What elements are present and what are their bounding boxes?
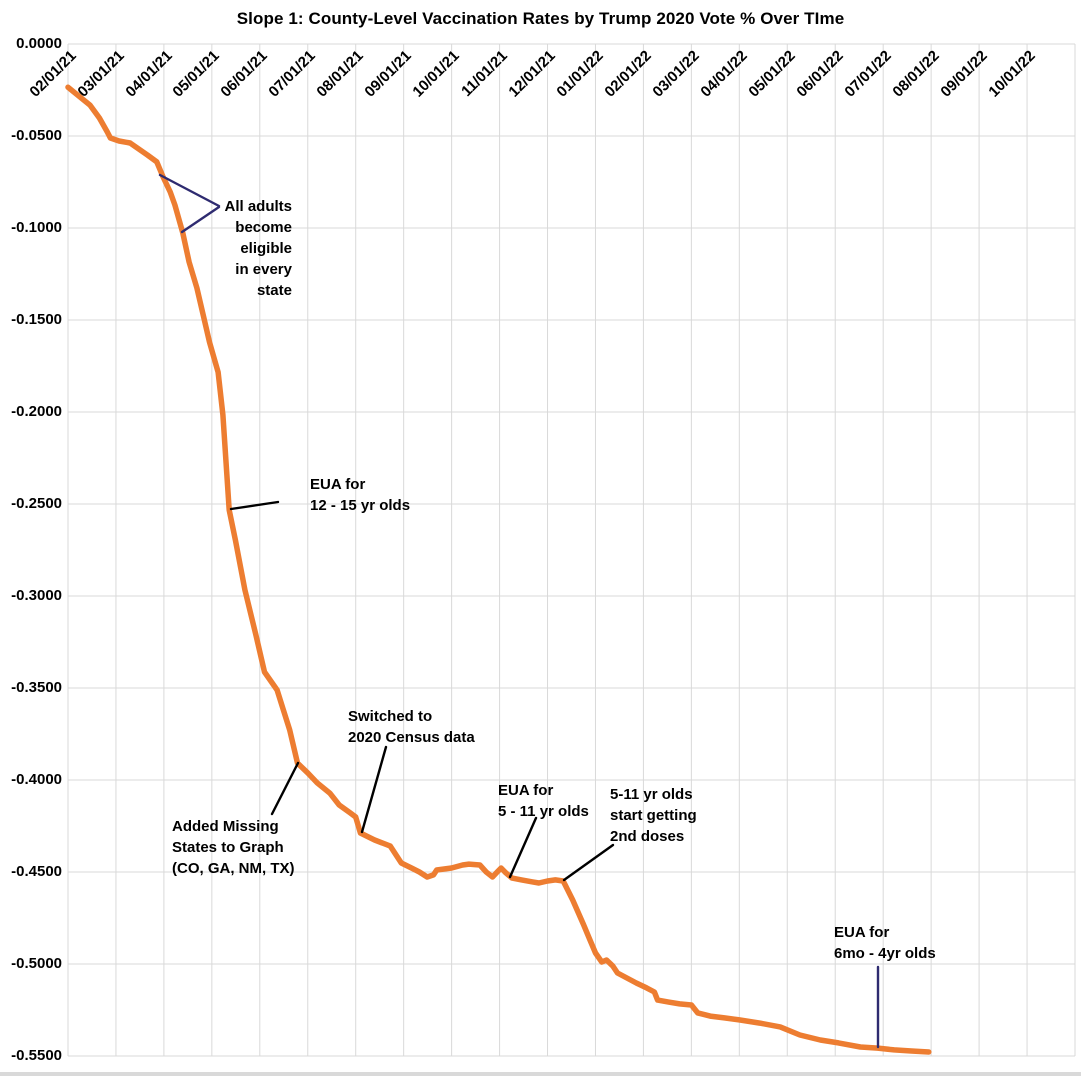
annotation-line: Added Missing: [172, 818, 279, 835]
annotation-connector-all-adults-eligible: [180, 205, 221, 234]
y-tick-label: -0.5000: [11, 955, 62, 972]
annotation-all-adults-eligible: All adults become eligible in every state: [224, 196, 292, 301]
annotation-switched-2020-census: Switched to 2020 Census data: [348, 706, 475, 748]
y-tick-label: -0.3500: [11, 679, 62, 696]
y-tick-label: -0.4500: [11, 863, 62, 880]
annotation-line: EUA for: [310, 476, 366, 493]
annotation-line: (CO, GA, NM, TX): [172, 860, 295, 877]
annotation-line: 6mo - 4yr olds: [834, 945, 936, 962]
annotation-5-11-second-doses: 5-11 yr olds start getting 2nd doses: [610, 784, 697, 847]
annotation-line: in every: [235, 261, 292, 278]
annotation-eua-5-11: EUA for 5 - 11 yr olds: [498, 780, 589, 822]
annotation-line: 12 - 15 yr olds: [310, 497, 411, 514]
data-line-series: [65, 84, 932, 1055]
y-tick-label: -0.3000: [11, 587, 62, 604]
y-tick-label: -0.4000: [11, 771, 62, 788]
annotation-line: become: [235, 219, 292, 236]
annotation-line: All adults: [224, 198, 292, 215]
chart-title: Slope 1: County-Level Vaccination Rates …: [236, 9, 845, 28]
annotation-connector-all-adults-eligible: [158, 173, 221, 208]
annotation-connector-switched-2020-census: [360, 745, 388, 834]
annotation-line: 5-11 yr olds: [610, 786, 693, 803]
annotation-line: EUA for: [834, 924, 890, 941]
annotation-line: start getting: [610, 807, 697, 824]
y-tick-label: -0.0500: [11, 127, 62, 144]
annotation-connector-5-11-second-doses: [562, 843, 615, 882]
y-tick-label: 0.0000: [16, 35, 62, 52]
y-tick-label: -0.2500: [11, 495, 62, 512]
annotation-line: Switched to: [348, 708, 433, 725]
annotation-connector-eua-5-11: [508, 816, 538, 879]
y-tick-label: -0.5500: [11, 1047, 62, 1064]
annotation-line: 2020 Census data: [348, 729, 475, 746]
annotation-line: States to Graph: [172, 839, 284, 856]
annotation-line: EUA for: [498, 782, 554, 799]
y-tick-label: -0.1000: [11, 219, 62, 236]
annotation-eua-6mo-4yr: EUA for 6mo - 4yr olds: [834, 922, 936, 964]
annotation-line: 2nd doses: [610, 828, 685, 845]
annotation-added-missing-states: Added Missing States to Graph (CO, GA, NM,…: [172, 816, 295, 879]
annotation-connector-added-missing-states: [270, 761, 300, 816]
annotation-line: eligible: [240, 240, 292, 257]
annotation-line: 5 - 11 yr olds: [498, 803, 589, 820]
y-tick-label: -0.2000: [11, 403, 62, 420]
y-tick-label: -0.1500: [11, 311, 62, 328]
bottom-strip: [0, 1072, 1081, 1076]
annotation-line: state: [256, 282, 292, 299]
annotation-connector-eua-12-15: [229, 500, 280, 511]
annotation-eua-12-15: EUA for 12 - 15 yr olds: [310, 474, 410, 516]
